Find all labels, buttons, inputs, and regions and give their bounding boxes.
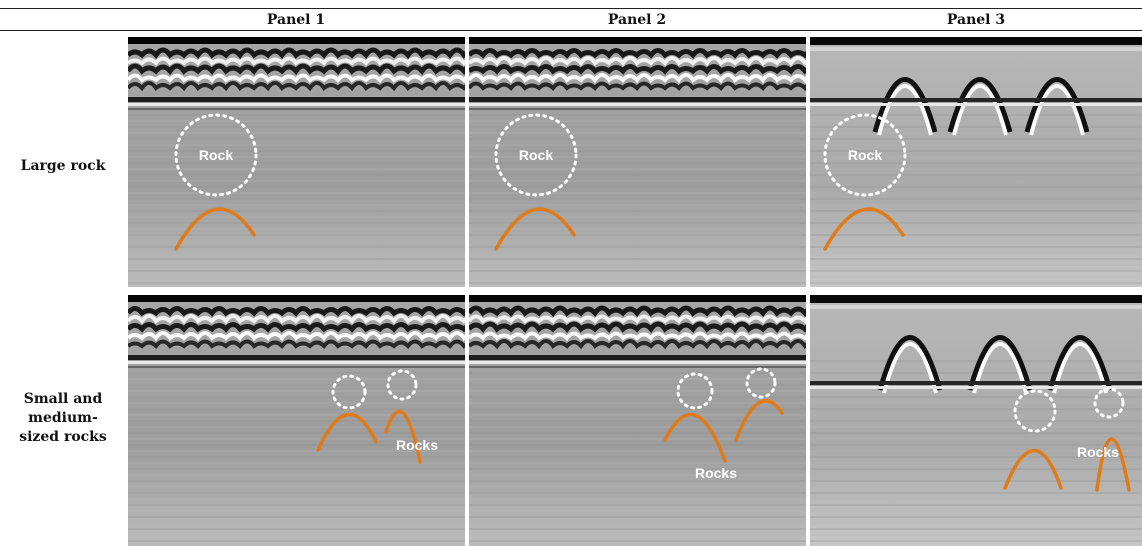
header-panel-1: Panel 1	[266, 12, 326, 28]
radargram-panel-2-large-rock: Rock	[469, 37, 806, 287]
rock-marker-circle	[676, 372, 714, 410]
rocks-label: Rocks	[396, 437, 438, 453]
header-rule	[0, 30, 1142, 31]
row-label-small-text: Small and medium- sized rocks	[19, 391, 107, 445]
rock-label: Rock	[848, 147, 882, 163]
rock-hyperbola	[663, 412, 727, 463]
rock-marker-circle	[745, 367, 777, 399]
rock-hyperbola	[734, 399, 784, 442]
radargram-panel-1-large-rock: Rock	[128, 37, 465, 287]
rocks-label: Rocks	[1077, 444, 1119, 460]
rock-marker-circle	[174, 113, 258, 197]
rock-label: Rock	[199, 147, 233, 163]
radargram-panel-2-small-rocks: Rocks	[469, 295, 806, 546]
rock-marker-circle	[1013, 389, 1057, 433]
rock-marker-circle	[331, 374, 367, 410]
rock-hyperbola	[1095, 437, 1131, 492]
radargram-panel-3-small-rocks: Rocks	[810, 295, 1142, 546]
rock-label: Rock	[519, 147, 553, 163]
rock-hyperbola	[1003, 448, 1063, 490]
row-label-large-rock: Large rock	[20, 158, 106, 174]
rock-hyperbola	[174, 207, 256, 251]
header-panel-2: Panel 2	[607, 12, 667, 28]
rock-marker-circle	[1093, 387, 1125, 419]
rock-marker-circle	[823, 113, 907, 197]
row-label-small-medium-rocks: Small and medium- sized rocks	[0, 390, 126, 447]
rock-hyperbola	[316, 412, 378, 452]
rock-hyperbola	[494, 207, 576, 251]
header-panel-3: Panel 3	[946, 12, 1006, 28]
rock-marker-circle	[494, 113, 578, 197]
rock-hyperbola	[384, 409, 422, 464]
radargram-panel-3-large-rock: Rock	[810, 37, 1142, 287]
rocks-label: Rocks	[695, 465, 737, 481]
radargram-panel-1-small-rocks: Rocks	[128, 295, 465, 546]
rock-marker-circle	[386, 369, 418, 401]
rock-hyperbola	[823, 207, 905, 251]
top-rule	[0, 8, 1142, 9]
